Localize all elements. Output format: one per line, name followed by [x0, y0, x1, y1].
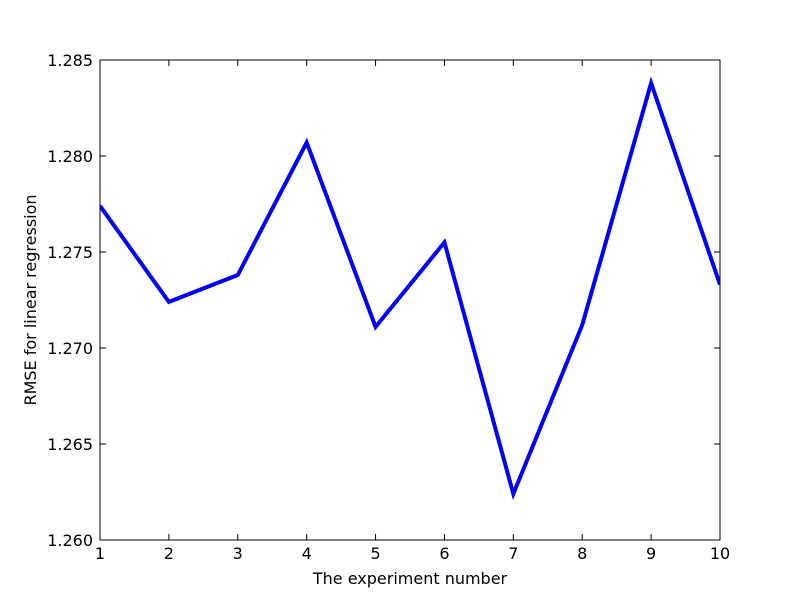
x-tick-label: 5 [370, 544, 380, 563]
x-tick-label: 9 [646, 544, 656, 563]
x-tick-label: 7 [508, 544, 518, 563]
x-tick-label: 10 [710, 544, 730, 563]
x-tick-label: 6 [439, 544, 449, 563]
y-tick-label: 1.260 [47, 531, 93, 550]
y-tick-label: 1.275 [47, 243, 93, 262]
x-axis-label: The experiment number [312, 569, 508, 588]
axes-frame [99, 59, 721, 541]
x-tick-label: 1 [95, 544, 105, 563]
y-tick-label: 1.280 [47, 147, 93, 166]
x-tick-label: 8 [577, 544, 587, 563]
x-tick-label: 4 [302, 544, 312, 563]
series-line-0 [100, 76, 720, 501]
y-tick-label: 1.265 [47, 435, 93, 454]
plot-layer [100, 76, 720, 501]
x-tick-label: 2 [164, 544, 174, 563]
y-axis-label: RMSE for linear regression [21, 194, 40, 405]
x-tick-label: 3 [233, 544, 243, 563]
y-tick-label: 1.270 [47, 339, 93, 358]
axes-layer: 1 2 3 4 5 6 7 8 9 10 1.260 1.265 1.270 1.275 1.280 1.28… [47, 51, 730, 563]
y-tick-label: 1.285 [47, 51, 93, 70]
series-group [100, 76, 720, 501]
